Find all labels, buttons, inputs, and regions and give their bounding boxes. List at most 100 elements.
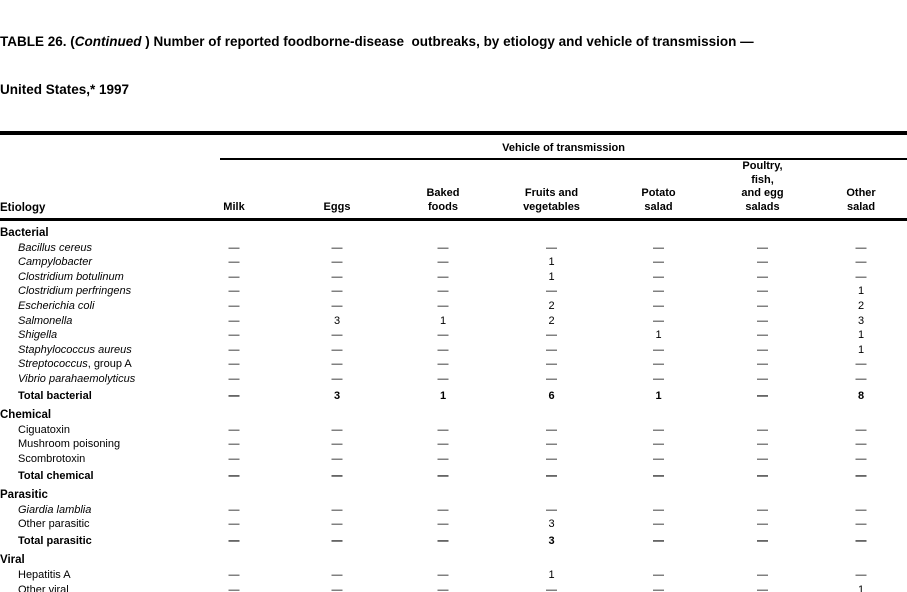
etiology-species-name: Escherichia coli [18,299,95,312]
value-cell: — [228,534,240,547]
etiology-label: , group A [87,358,132,371]
spanner-cell: Vehicle of transmission [184,135,907,160]
value-cell: — [437,452,449,465]
etiology-cell: Streptococcus, group A [0,357,184,372]
table-row: Other parasitic — — — 3 — — — [0,517,907,532]
value-cell: — [228,583,240,592]
etiology-species-name: Staphylococcus aureus [18,343,132,356]
value-cell: — [757,358,768,371]
value-cell: — [437,285,449,298]
etiology-column-header: Etiology [0,135,184,221]
value-cell: — [228,452,240,465]
etiology-label: Total parasitic [18,534,92,547]
value-cell: — [653,469,664,482]
value-cell: — [331,534,343,547]
section-row: Bacterial [0,220,907,241]
value-cell: — [437,358,449,371]
value-cell: — [437,469,449,482]
value-cell: — [437,569,449,582]
etiology-cell: Shigella [0,328,184,343]
value-cell: — [437,372,449,385]
column-header-eggs: Eggs [284,160,390,221]
value-cell: — [331,329,343,342]
value-cell: — [546,343,557,356]
value-cell: — [331,583,343,592]
value-cell: — [653,241,664,254]
value-cell: — [855,423,867,436]
value-cell: 3 [333,314,341,327]
value-cell: — [757,583,768,592]
table-row: Other viral — — — — — — 1 [0,583,907,592]
value-cell: — [331,423,343,436]
value-cell: — [653,438,664,451]
section-header: Bacterial [0,227,49,239]
value-cell: 3 [333,389,341,402]
etiology-cell: Escherichia coli [0,299,184,314]
value-cell: 2 [548,299,555,312]
value-cell: — [228,503,240,516]
value-cell: — [437,423,449,436]
value-cell: — [331,285,343,298]
value-cell: — [437,329,449,342]
value-cell: 3 [548,534,555,547]
value-cell: — [653,583,664,592]
etiology-species-name: Shigella [18,329,58,342]
value-cell: — [855,452,867,465]
section-header: Parasitic [0,489,48,502]
table-row: Shigella — — — — 1 — 1 [0,328,907,343]
etiology-label: Total chemical [18,469,94,482]
table-row: Total chemical — — — — — — — [0,467,907,484]
value-cell: 1 [548,569,555,582]
etiology-label: Ciguatoxin [18,423,70,436]
etiology-cell: Vibrio parahaemolyticus [0,372,184,387]
value-cell: — [331,469,343,482]
etiology-cell: Clostridium botulinum [0,270,184,285]
title-suffix: ) Number of reported foodborne-disease o… [141,34,754,49]
value-cell: — [437,299,449,312]
value-cell: 1 [655,389,662,402]
section-header: Chemical [0,409,52,422]
etiology-cell: Scombrotoxin [0,452,184,467]
value-cell: — [331,569,343,582]
value-cell: — [331,270,343,283]
value-cell: — [653,534,664,547]
value-cell: — [546,438,557,451]
value-cell: — [228,423,240,436]
value-cell: — [546,372,557,385]
value-cell: — [757,314,768,327]
value-cell: — [653,285,664,298]
outbreaks-table: Etiology Vehicle of transmission Milk Eg… [0,135,907,592]
value-cell: — [437,518,449,531]
title-prefix: TABLE 26. ( [0,34,75,49]
value-cell: — [437,534,449,547]
column-header-milk: Milk [184,160,284,221]
value-cell: — [855,534,867,547]
etiology-label: Total bacterial [18,389,92,402]
value-cell: — [228,299,240,312]
table-row: Total parasitic — — — 3 — — — [0,532,907,549]
value-cell: — [855,241,867,254]
value-cell: — [653,372,664,385]
value-cell: — [228,438,240,451]
etiology-species-name: Streptococcus [18,358,88,371]
value-cell: — [757,569,768,582]
table-row: Total bacterial — 3 1 6 1 — 8 [0,387,907,404]
value-cell: — [331,518,343,531]
etiology-cell: Ciguatoxin [0,423,184,438]
etiology-species-name: Salmonella [18,314,73,327]
table-header: Etiology Vehicle of transmission Milk Eg… [0,135,907,221]
value-cell: — [757,299,768,312]
value-cell: — [653,270,664,283]
value-cell: — [757,389,768,402]
value-cell: — [228,329,240,342]
table-row: Mushroom poisoning — — — — — — — [0,437,907,452]
value-cell: — [228,343,240,356]
value-cell: — [653,423,664,436]
value-cell: — [653,518,664,531]
value-cell: — [653,569,664,582]
value-cell: — [855,358,867,371]
value-cell: — [546,285,557,298]
table-row: Escherichia coli — — — 2 — — 2 [0,299,907,314]
value-cell: — [757,469,768,482]
